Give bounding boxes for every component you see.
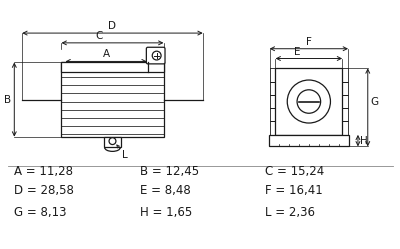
Text: A: A xyxy=(102,50,110,60)
Text: B: B xyxy=(4,95,11,105)
Text: E: E xyxy=(294,47,300,57)
Text: L: L xyxy=(122,150,128,160)
Text: H: H xyxy=(360,136,368,146)
Text: E = 8,48: E = 8,48 xyxy=(140,184,191,197)
Circle shape xyxy=(287,80,330,123)
Bar xyxy=(268,135,349,146)
Text: L = 2,36: L = 2,36 xyxy=(265,206,315,219)
Text: D: D xyxy=(108,21,116,31)
Text: G = 8,13: G = 8,13 xyxy=(14,206,67,219)
Text: H = 1,65: H = 1,65 xyxy=(140,206,192,219)
Text: F: F xyxy=(306,37,312,47)
Text: B = 12,45: B = 12,45 xyxy=(140,165,199,178)
Circle shape xyxy=(152,51,161,60)
Text: C = 15,24: C = 15,24 xyxy=(265,165,324,178)
Text: G: G xyxy=(371,97,379,107)
Text: C: C xyxy=(95,31,102,41)
Text: A = 11,28: A = 11,28 xyxy=(14,165,73,178)
Text: F = 16,41: F = 16,41 xyxy=(265,184,322,197)
FancyBboxPatch shape xyxy=(146,47,165,64)
Circle shape xyxy=(297,90,321,113)
Bar xyxy=(276,68,342,135)
Bar xyxy=(62,62,164,137)
Bar xyxy=(104,137,121,147)
Text: D = 28,58: D = 28,58 xyxy=(14,184,74,197)
Bar xyxy=(62,62,164,72)
Circle shape xyxy=(109,138,116,144)
